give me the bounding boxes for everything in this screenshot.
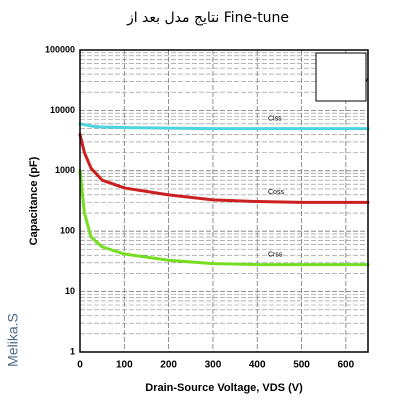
y-tick-label: 1 [70, 346, 75, 356]
plot-border [79, 49, 369, 353]
series-line [78, 169, 370, 267]
y-tick-label: 100 [60, 226, 75, 236]
x-tick-label: 300 [205, 360, 222, 371]
series-label: Ciss [268, 115, 282, 122]
y-tick-label: 1000 [55, 165, 75, 175]
y-tick-label: 10 [65, 286, 75, 296]
x-tick-label: 0 [77, 360, 83, 371]
x-tick-label: 200 [160, 360, 177, 371]
x-tick-label: 600 [338, 360, 355, 371]
x-axis-label: Drain-Source Voltage, VDS (V) [145, 382, 303, 394]
series-line [78, 122, 370, 131]
x-tick-label: 100 [116, 360, 133, 371]
lines [78, 122, 370, 267]
series-line [78, 132, 370, 204]
y-tick-label: 100000 [45, 44, 75, 54]
header: نتایج مدل بعد از Fine-tune [126, 10, 289, 26]
watermark: Melika.S [5, 313, 21, 367]
y-axis-label: Capacitance (pF) [28, 156, 40, 245]
series-label: Crss [268, 251, 283, 258]
x-tick-label: 500 [293, 360, 310, 371]
x-tick-label: 400 [249, 360, 266, 371]
conditions-box [315, 52, 367, 102]
series-label: Coss [268, 189, 284, 196]
y-tick-label: 10000 [50, 105, 75, 115]
